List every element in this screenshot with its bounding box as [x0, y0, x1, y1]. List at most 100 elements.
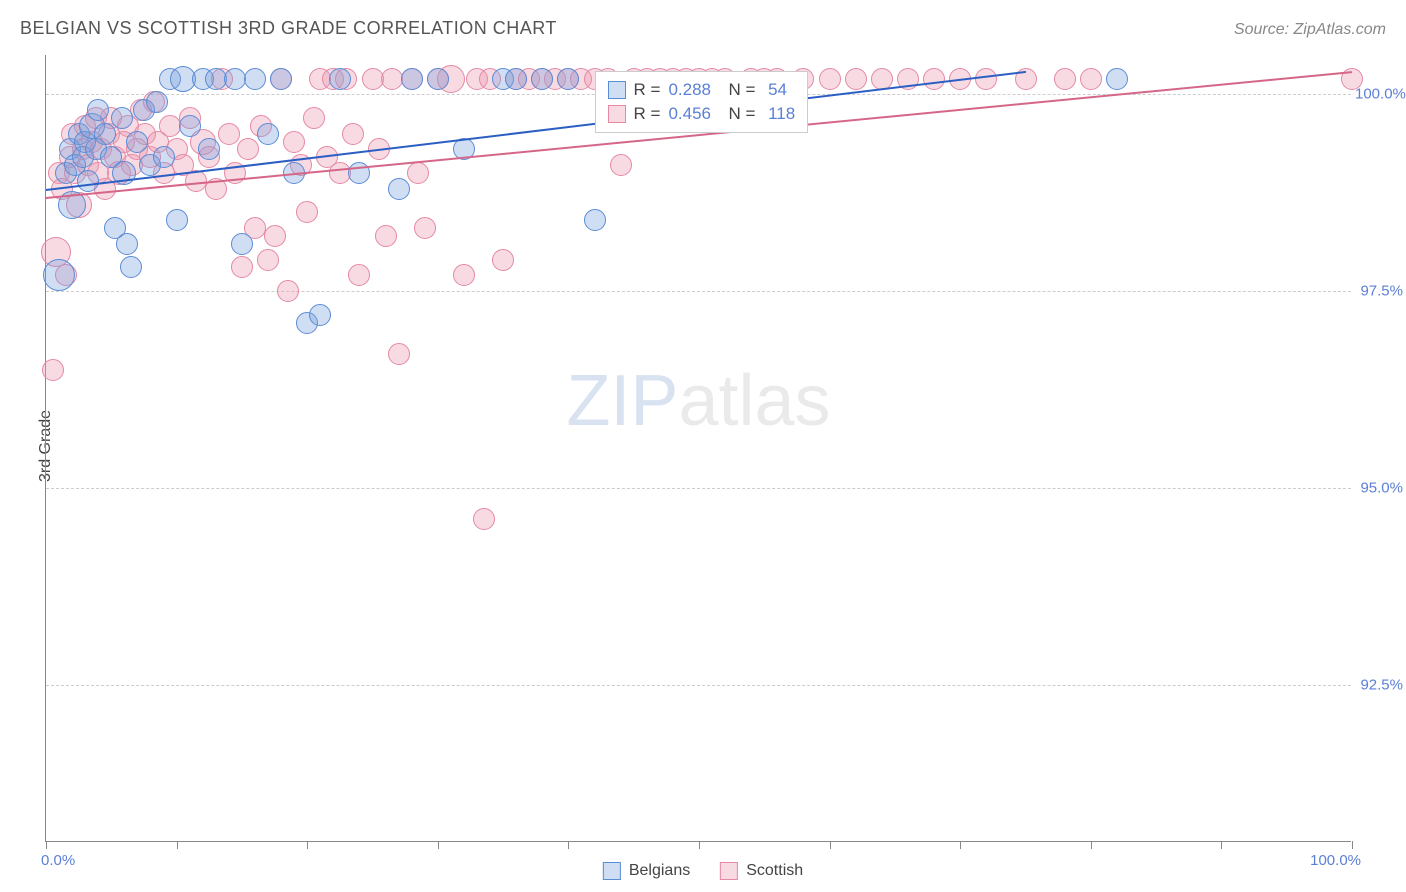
scatter-point-belgians [153, 146, 175, 168]
scatter-point-scottish [237, 138, 259, 160]
r-value: 0.456 [668, 104, 711, 124]
legend-label: Belgians [629, 862, 690, 880]
scatter-point-belgians [43, 259, 75, 291]
xtick [699, 841, 700, 849]
scatter-point-belgians [1106, 68, 1128, 90]
scatter-point-belgians [531, 68, 553, 90]
xtick [568, 841, 569, 849]
watermark-zip: ZIP [566, 361, 678, 441]
bottom-legend: Belgians Scottish [603, 862, 803, 880]
ytick-label: 97.5% [1355, 283, 1403, 300]
scatter-point-belgians [166, 209, 188, 231]
scatter-point-scottish [975, 68, 997, 90]
scatter-point-scottish [492, 249, 514, 271]
scatter-point-scottish [610, 154, 632, 176]
bottom-legend-item: Scottish [720, 862, 803, 880]
n-label: N = [719, 80, 755, 100]
scatter-point-belgians [77, 170, 99, 192]
scatter-point-belgians [126, 131, 148, 153]
scatter-point-scottish [819, 68, 841, 90]
scatter-point-belgians [94, 123, 116, 145]
scatter-point-belgians [87, 99, 109, 121]
legend-swatch [720, 862, 738, 880]
scatter-point-scottish [923, 68, 945, 90]
n-value: 54 [763, 80, 787, 100]
scatter-point-scottish [473, 508, 495, 530]
scatter-point-belgians [146, 91, 168, 113]
scatter-point-belgians [584, 209, 606, 231]
scatter-point-belgians [505, 68, 527, 90]
scatter-point-scottish [388, 343, 410, 365]
scatter-point-scottish [1080, 68, 1102, 90]
xtick [960, 841, 961, 849]
xtick [830, 841, 831, 849]
scatter-point-scottish [264, 225, 286, 247]
scatter-point-scottish [277, 280, 299, 302]
scatter-point-scottish [257, 249, 279, 271]
grid-line [46, 488, 1351, 489]
grid-line [46, 685, 1351, 686]
ytick-label: 95.0% [1355, 479, 1403, 496]
r-label: R = [634, 104, 661, 124]
scatter-point-belgians [557, 68, 579, 90]
scatter-point-scottish [218, 123, 240, 145]
n-value: 118 [763, 104, 795, 124]
stats-legend-row: R = 0.288 N = 54 [608, 78, 796, 102]
scatter-point-belgians [388, 178, 410, 200]
scatter-point-belgians [427, 68, 449, 90]
scatter-point-belgians [309, 304, 331, 326]
bottom-legend-item: Belgians [603, 862, 690, 880]
xtick [1091, 841, 1092, 849]
scatter-point-scottish [407, 162, 429, 184]
scatter-point-belgians [257, 123, 279, 145]
stats-legend: R = 0.288 N = 54 R = 0.456 N = 118 [595, 71, 809, 133]
scatter-point-scottish [348, 264, 370, 286]
xtick [1352, 841, 1353, 849]
scatter-point-scottish [453, 264, 475, 286]
scatter-point-scottish [414, 217, 436, 239]
scatter-point-scottish [303, 107, 325, 129]
r-value: 0.288 [668, 80, 711, 100]
source-label: Source: ZipAtlas.com [1234, 21, 1386, 39]
watermark-atlas: atlas [678, 361, 830, 441]
scatter-point-scottish [375, 225, 397, 247]
xtick [177, 841, 178, 849]
xtick [307, 841, 308, 849]
scatter-point-belgians [120, 256, 142, 278]
scatter-point-scottish [845, 68, 867, 90]
scatter-point-scottish [231, 256, 253, 278]
stats-legend-row: R = 0.456 N = 118 [608, 102, 796, 126]
legend-swatch [608, 105, 626, 123]
n-label: N = [719, 104, 755, 124]
scatter-point-belgians [116, 233, 138, 255]
scatter-point-scottish [42, 359, 64, 381]
scatter-point-scottish [296, 201, 318, 223]
scatter-point-belgians [401, 68, 423, 90]
header: BELGIAN VS SCOTTISH 3RD GRADE CORRELATIO… [20, 18, 1386, 39]
scatter-point-scottish [1054, 68, 1076, 90]
scatter-point-belgians [231, 233, 253, 255]
scatter-point-scottish [283, 131, 305, 153]
scatter-point-belgians [198, 138, 220, 160]
legend-label: Scottish [746, 862, 803, 880]
watermark: ZIPatlas [566, 360, 830, 442]
xtick [1221, 841, 1222, 849]
scatter-point-belgians [244, 68, 266, 90]
scatter-point-belgians [111, 107, 133, 129]
chart-title: BELGIAN VS SCOTTISH 3RD GRADE CORRELATIO… [20, 18, 557, 39]
legend-swatch [603, 862, 621, 880]
scatter-point-scottish [342, 123, 364, 145]
ytick-label: 92.5% [1355, 676, 1403, 693]
scatter-point-belgians [179, 115, 201, 137]
xtick [46, 841, 47, 849]
xtick-label-last: 100.0% [1310, 852, 1361, 869]
scatter-point-belgians [270, 68, 292, 90]
r-label: R = [634, 80, 661, 100]
chart-plot-area: ZIPatlas 92.5%95.0%97.5%100.0%0.0%100.0%… [45, 55, 1351, 842]
xtick [438, 841, 439, 849]
legend-swatch [608, 81, 626, 99]
ytick-label: 100.0% [1355, 86, 1403, 103]
scatter-point-belgians [329, 68, 351, 90]
xtick-label-first: 0.0% [41, 852, 75, 869]
grid-line [46, 291, 1351, 292]
